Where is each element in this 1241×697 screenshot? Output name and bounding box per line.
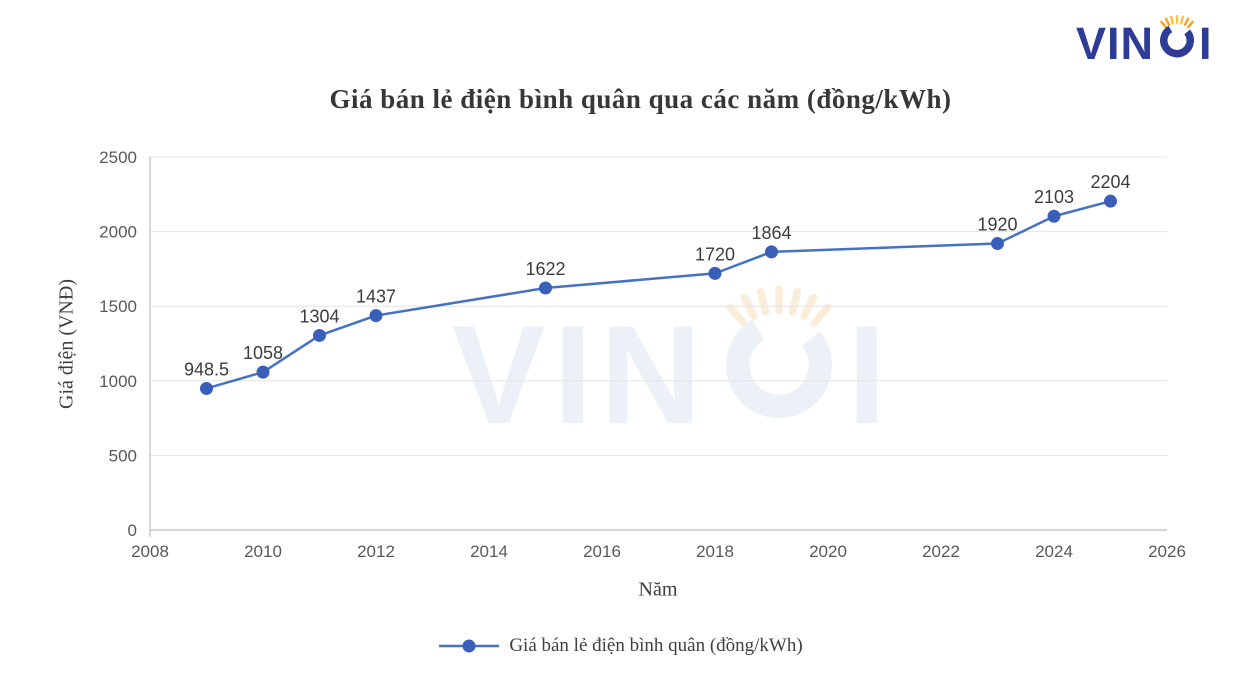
data-point bbox=[1104, 194, 1117, 208]
logo-letters-vin: VIN bbox=[1076, 18, 1155, 69]
data-point-label: 1920 bbox=[977, 215, 1017, 235]
legend-dot bbox=[462, 639, 476, 653]
sun-ray-icon bbox=[1180, 15, 1185, 25]
watermark-letters-vin: VIN bbox=[452, 296, 710, 453]
data-point-label: 1622 bbox=[525, 259, 565, 279]
sun-ray-icon bbox=[788, 288, 802, 316]
legend-marker-icon bbox=[439, 639, 500, 653]
data-point bbox=[256, 365, 270, 379]
sun-ray-icon bbox=[1164, 17, 1171, 26]
x-tick-label: 2010 bbox=[244, 542, 282, 561]
sun-ray-icon bbox=[757, 288, 770, 316]
data-point bbox=[200, 381, 213, 395]
data-point-label: 1304 bbox=[299, 306, 339, 326]
logo-sun-c-icon bbox=[1160, 14, 1195, 58]
sun-ray-icon bbox=[726, 303, 748, 327]
data-point bbox=[313, 328, 326, 342]
y-tick-label: 1500 bbox=[99, 297, 137, 316]
logo-letter-i: I bbox=[1199, 18, 1213, 69]
data-point bbox=[708, 266, 722, 280]
x-tick-label: 2024 bbox=[1035, 542, 1073, 561]
data-point-label: 1720 bbox=[695, 244, 735, 264]
x-tick-label: 2014 bbox=[470, 542, 508, 561]
watermark-sun-c-icon bbox=[726, 285, 833, 419]
letter-c-arc bbox=[1160, 25, 1195, 58]
x-tick-label: 2016 bbox=[583, 542, 621, 561]
data-point-label: 2204 bbox=[1090, 172, 1130, 192]
x-tick-label: 2022 bbox=[922, 542, 960, 561]
legend: Giá bán lẻ điện bình quân (đồng/kWh) bbox=[0, 635, 1241, 657]
y-tick-label: 1000 bbox=[99, 372, 137, 391]
x-tick-label: 2018 bbox=[696, 542, 734, 561]
letter-c-arc bbox=[726, 319, 833, 419]
sun-ray-icon bbox=[1169, 15, 1174, 25]
data-point-label: 1864 bbox=[751, 223, 791, 243]
data-point bbox=[369, 309, 383, 323]
x-tick-label: 2026 bbox=[1148, 542, 1186, 561]
data-point-label: 948.5 bbox=[184, 359, 229, 379]
sun-ray-icon bbox=[1183, 17, 1190, 26]
y-tick-label: 2500 bbox=[99, 148, 137, 167]
data-point bbox=[765, 245, 778, 259]
data-point bbox=[1047, 209, 1061, 223]
legend-label: Giá bán lẻ điện bình quân (đồng/kWh) bbox=[509, 635, 803, 656]
y-axis-title: Giá điện (VNĐ) bbox=[55, 279, 78, 409]
y-tick-label: 500 bbox=[109, 446, 137, 465]
sun-ray-icon bbox=[1187, 20, 1194, 29]
data-point-label: 1437 bbox=[356, 287, 396, 307]
y-tick-label: 0 bbox=[128, 521, 137, 540]
series-line bbox=[206, 199, 1111, 390]
sun-ray-icon bbox=[810, 303, 832, 327]
data-point bbox=[539, 281, 552, 295]
data-point-label: 1058 bbox=[243, 343, 283, 363]
watermark-letter-i: I bbox=[847, 296, 895, 453]
vinci-watermark: VIN I bbox=[452, 258, 894, 445]
chart-title: Giá bán lẻ điện bình quân qua các năm (đ… bbox=[329, 84, 952, 114]
x-axis-title: Năm bbox=[638, 578, 678, 601]
data-point bbox=[991, 237, 1004, 251]
sun-ray-icon bbox=[741, 294, 759, 321]
sun-ray-icon bbox=[1160, 20, 1167, 29]
x-tick-label: 2008 bbox=[131, 542, 169, 561]
y-tick-label: 2000 bbox=[99, 223, 137, 242]
x-tick-label: 2012 bbox=[357, 542, 395, 561]
data-point-label: 2103 bbox=[1034, 187, 1074, 207]
sun-ray-icon bbox=[800, 294, 818, 321]
x-tick-label: 2020 bbox=[809, 542, 847, 561]
vinci-logo: VIN I bbox=[1076, 6, 1213, 66]
